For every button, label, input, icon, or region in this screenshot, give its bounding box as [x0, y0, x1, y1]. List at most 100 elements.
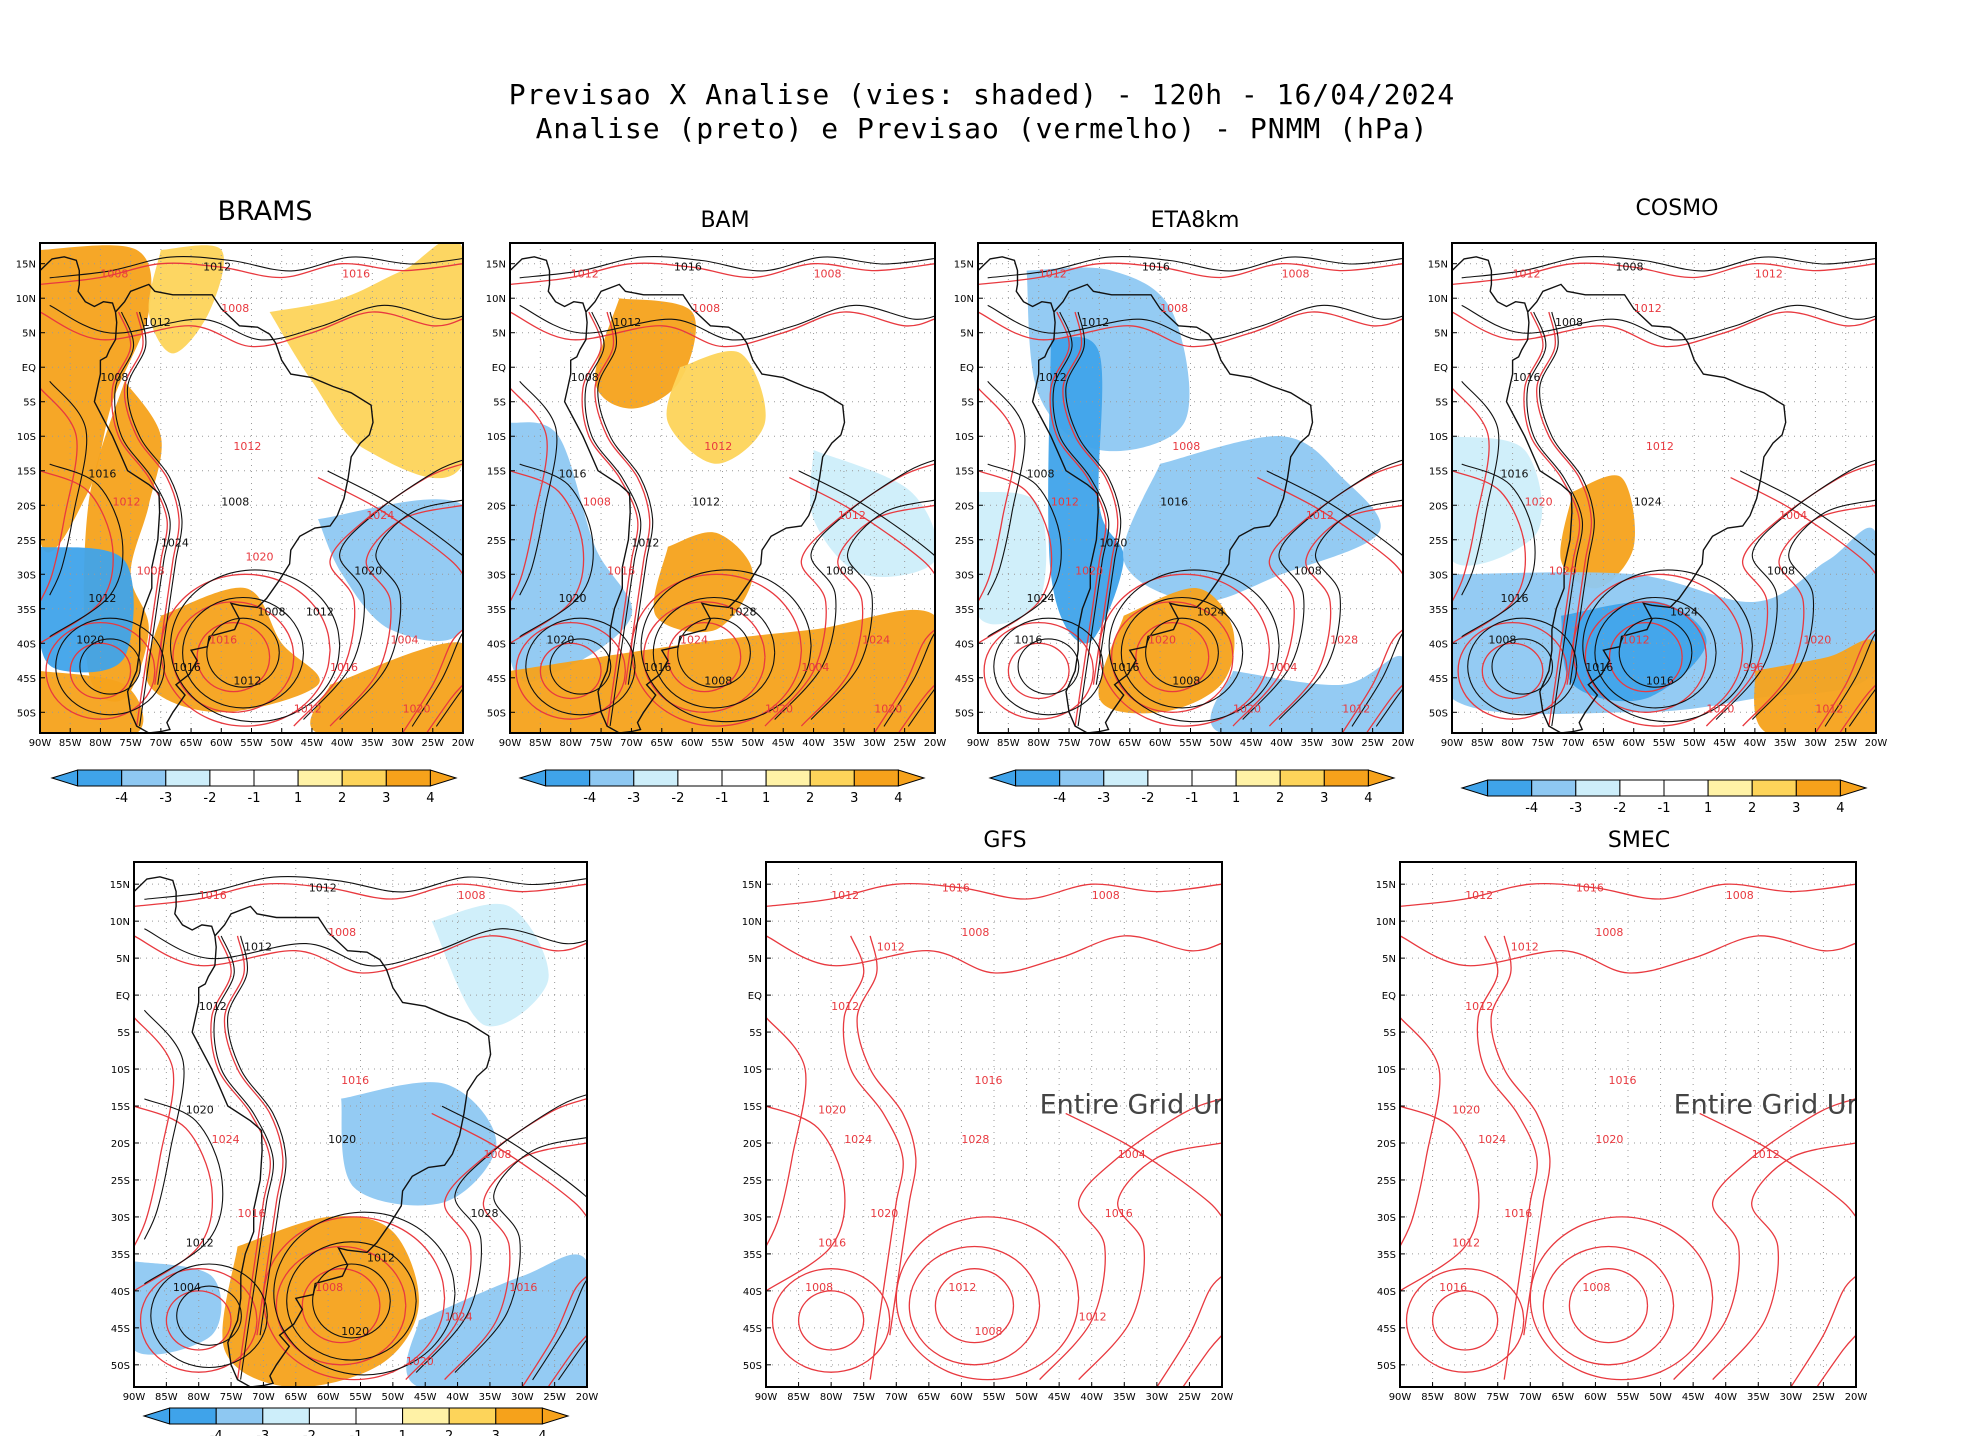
colorbar-label: -3	[1097, 791, 1110, 806]
lat-tick-label: 50S	[111, 1361, 130, 1372]
lon-tick-label: 85W	[1421, 1392, 1444, 1403]
isobar	[510, 262, 935, 286]
isobar-label: 1024	[445, 1310, 473, 1323]
isobar-label: 1008	[1172, 440, 1200, 453]
colorbar-segment	[1575, 779, 1621, 797]
lon-tick-label: 55W	[349, 1392, 372, 1403]
lat-tick-label: 45S	[487, 674, 506, 685]
lon-tick-label: 25W	[1178, 1392, 1201, 1403]
isobar-label: 1024	[1634, 495, 1662, 508]
colorbar-segment	[1795, 779, 1841, 797]
isobar-label: 1016	[607, 564, 635, 577]
colorbar-arrow-left	[50, 769, 79, 787]
bias-shade-pos4	[1560, 475, 1635, 589]
isobar	[144, 875, 587, 900]
isobar-label: 1012	[1079, 1310, 1107, 1323]
isobar-label: 1020	[546, 633, 574, 646]
isobar	[1341, 629, 1403, 733]
lat-tick-label: 15S	[1377, 1102, 1396, 1113]
colorbar-segment	[495, 1407, 543, 1425]
isobar-label: 1008	[1582, 1281, 1610, 1294]
isobar-label: 1028	[1330, 633, 1358, 646]
colorbar-label: -3	[256, 1429, 269, 1436]
lon-tick-label: 55W	[983, 1392, 1006, 1403]
isobar	[898, 684, 935, 733]
colorbar-label: 4	[538, 1429, 546, 1436]
isobar	[519, 380, 558, 596]
isobar-label: 1020	[406, 1355, 434, 1368]
isobar	[454, 1137, 587, 1373]
lon-tick-label: 60W	[210, 738, 233, 749]
colorbar-segment	[589, 769, 635, 787]
isobar	[1268, 504, 1403, 727]
isobar	[402, 629, 463, 733]
isobar-label: 1012	[1039, 371, 1067, 384]
isobar-low	[1618, 617, 1693, 688]
isobar	[766, 935, 1222, 974]
lat-tick-label: EQ	[22, 363, 36, 374]
lat-tick-label: 15S	[487, 467, 506, 478]
lon-tick-label: 75W	[220, 1392, 243, 1403]
isobar-label: 1024	[212, 1133, 240, 1146]
lon-tick-label: 90W	[755, 1392, 778, 1403]
lat-tick-label: EQ	[492, 363, 506, 374]
lat-tick-label: 50S	[487, 708, 506, 719]
isobar-andes	[1049, 311, 1107, 727]
isobar	[800, 504, 935, 727]
isobar-label: 1008	[328, 926, 356, 939]
isobar-label: 996	[1743, 661, 1764, 674]
lat-tick-label: 10S	[1429, 432, 1448, 443]
isobar-label: 1004	[390, 633, 418, 646]
colorbar-segment	[1487, 779, 1533, 797]
isobar-label: 1008	[826, 564, 854, 577]
isobar-label: 1020	[1803, 633, 1831, 646]
colorbar-label: -4	[583, 791, 596, 806]
lat-tick-label: 45S	[1429, 674, 1448, 685]
map-panel-gfs: 1012 1016 1008 1012 1008 1012 1016 1020 1024 1028…	[742, 861, 1315, 1403]
isobar-andes	[1539, 311, 1595, 685]
isobar-label: 1016	[942, 882, 970, 895]
isobar	[1242, 459, 1403, 720]
lat-tick-label: 5S	[23, 398, 36, 409]
isobar	[774, 459, 935, 720]
lon-tick-label: 30W	[1780, 1392, 1803, 1403]
isobar-andes	[213, 935, 274, 1380]
isobar	[1712, 1142, 1856, 1381]
colorbar-segment	[215, 1407, 264, 1425]
colorbar-label: 1	[294, 791, 302, 806]
lon-tick-label: 25W	[1361, 738, 1384, 749]
isobar	[519, 256, 935, 279]
colorbar-label: -1	[350, 1429, 363, 1436]
isobar-label: 1016	[1105, 1207, 1133, 1220]
colorbar-label: 1	[1704, 801, 1712, 816]
lon-tick-label: 65W	[1118, 738, 1141, 749]
lon-tick-label: 25W	[421, 738, 444, 749]
colorbar-label: -4	[115, 791, 128, 806]
lon-tick-label: 85W	[529, 738, 552, 749]
lat-tick-label: EQ	[748, 991, 762, 1002]
isobar-label: 1016	[173, 661, 201, 674]
lat-tick-label: 10N	[1376, 917, 1396, 928]
colorbar-segment	[77, 769, 123, 787]
lon-tick-label: 45W	[1240, 738, 1263, 749]
lon-tick-label: 70W	[1088, 738, 1111, 749]
undefined-grid-text: Entire Grid Undefine	[1040, 1089, 1315, 1120]
colorbar-segment	[297, 769, 343, 787]
lon-tick-label: 25W	[893, 738, 916, 749]
bias-shade-neg2	[978, 491, 1047, 625]
lon-tick-label: 75W	[852, 1392, 875, 1403]
lat-tick-label: 35S	[1377, 1250, 1396, 1261]
lat-tick-label: 50S	[1377, 1361, 1396, 1372]
isobar	[1848, 687, 1876, 727]
isobar	[810, 499, 935, 720]
lat-tick-label: 10N	[110, 917, 130, 928]
map-panel-unnamed: 1016 1012 1008 1012 1008 1012 1016 1020 1024 1020…	[110, 861, 598, 1403]
isobar-label: 1012	[613, 316, 641, 329]
isobar-label: 1028	[729, 606, 757, 619]
coastline-central-america	[510, 256, 587, 313]
isobar-label: 1020	[1148, 633, 1176, 646]
lon-tick-label: 60W	[1622, 738, 1645, 749]
lat-tick-label: 45S	[17, 674, 36, 685]
isobar-low	[1145, 617, 1219, 688]
isobar-label: 1012	[199, 1000, 227, 1013]
